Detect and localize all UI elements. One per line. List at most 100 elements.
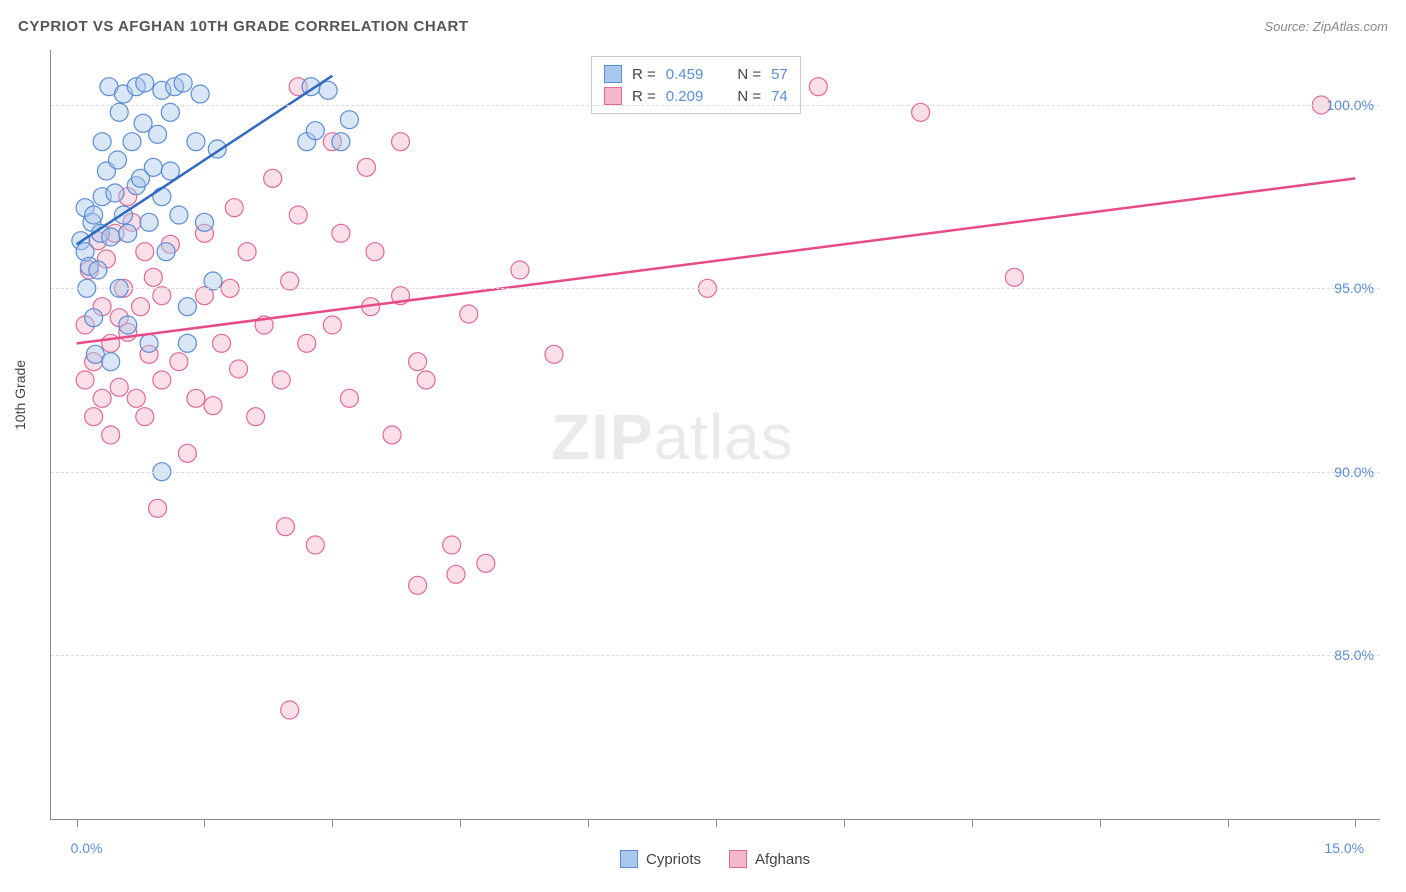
data-point [102, 353, 120, 371]
data-point [447, 565, 465, 583]
legend-n-label: N = [737, 66, 761, 83]
legend-stat-row: R = 0.459 N = 57 [604, 63, 788, 85]
data-point [306, 536, 324, 554]
data-point [417, 371, 435, 389]
x-tick [972, 819, 973, 827]
data-point [85, 309, 103, 327]
legend-r-value: 0.459 [666, 66, 704, 83]
legend-swatch [604, 87, 622, 105]
data-point [460, 305, 478, 323]
legend-series-label: Afghans [755, 851, 810, 868]
x-tick-label: 15.0% [1324, 840, 1364, 856]
x-tick [716, 819, 717, 827]
data-point [174, 74, 192, 92]
grid-line [51, 288, 1380, 289]
data-point [298, 334, 316, 352]
data-point [85, 206, 103, 224]
data-point [170, 206, 188, 224]
data-point [332, 224, 350, 242]
data-point [132, 298, 150, 316]
data-point [477, 554, 495, 572]
data-point [109, 151, 127, 169]
legend-n-value: 57 [771, 66, 788, 83]
chart-title: CYPRIOT VS AFGHAN 10TH GRADE CORRELATION… [18, 18, 469, 35]
data-point [136, 243, 154, 261]
data-point [89, 261, 107, 279]
data-point [809, 78, 827, 96]
data-point [204, 397, 222, 415]
data-point [178, 334, 196, 352]
legend-r-label: R = [632, 88, 656, 105]
grid-line [51, 655, 1380, 656]
legend-swatch [604, 65, 622, 83]
data-point [136, 74, 154, 92]
data-point [323, 316, 341, 334]
y-tick-label: 95.0% [1334, 280, 1374, 296]
data-point [119, 316, 137, 334]
data-point [281, 701, 299, 719]
x-tick [844, 819, 845, 827]
x-tick [588, 819, 589, 827]
data-point [153, 287, 171, 305]
legend-series-label: Cypriots [646, 851, 701, 868]
x-tick [77, 819, 78, 827]
data-point [225, 199, 243, 217]
legend-r-label: R = [632, 66, 656, 83]
data-point [102, 426, 120, 444]
data-point [157, 243, 175, 261]
x-tick [1228, 819, 1229, 827]
legend-swatch [729, 850, 747, 868]
legend-r-value: 0.209 [666, 88, 704, 105]
data-point [127, 389, 145, 407]
data-point [144, 158, 162, 176]
data-point [85, 408, 103, 426]
data-point [276, 518, 294, 536]
regression-line [77, 178, 1356, 343]
data-point [289, 206, 307, 224]
y-tick-label: 85.0% [1334, 647, 1374, 663]
data-point [272, 371, 290, 389]
data-point [144, 268, 162, 286]
data-point [281, 272, 299, 290]
data-point [76, 371, 94, 389]
data-point [511, 261, 529, 279]
data-point [93, 133, 111, 151]
source-label: Source: ZipAtlas.com [1264, 19, 1388, 34]
data-point [409, 576, 427, 594]
data-point [149, 125, 167, 143]
data-point [409, 353, 427, 371]
x-tick [1100, 819, 1101, 827]
data-point [912, 103, 930, 121]
data-point [247, 408, 265, 426]
data-point [110, 378, 128, 396]
data-point [187, 389, 205, 407]
data-point [340, 111, 358, 129]
data-point [383, 426, 401, 444]
data-point [123, 133, 141, 151]
x-tick [460, 819, 461, 827]
y-tick-label: 100.0% [1327, 97, 1374, 113]
data-point [264, 169, 282, 187]
data-point [238, 243, 256, 261]
data-point [153, 188, 171, 206]
data-point [161, 103, 179, 121]
data-point [178, 298, 196, 316]
grid-line [51, 472, 1380, 473]
data-point [191, 85, 209, 103]
legend-series: Cypriots Afghans [620, 850, 810, 868]
x-tick [332, 819, 333, 827]
data-point [106, 184, 124, 202]
data-point [187, 133, 205, 151]
legend-series-item: Cypriots [620, 850, 701, 868]
plot-svg [51, 50, 1380, 819]
data-point [306, 122, 324, 140]
data-point [392, 133, 410, 151]
data-point [195, 213, 213, 231]
data-point [230, 360, 248, 378]
data-point [153, 371, 171, 389]
data-point [170, 353, 188, 371]
data-point [340, 389, 358, 407]
data-point [1005, 268, 1023, 286]
y-tick-label: 90.0% [1334, 464, 1374, 480]
data-point [102, 228, 120, 246]
